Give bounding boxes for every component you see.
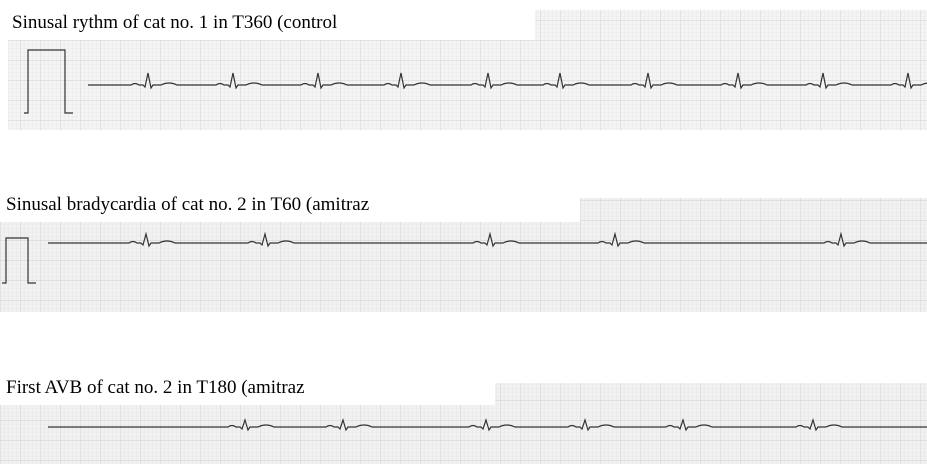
caption: Sinusal bradycardia of cat no. 2 in T60 … — [6, 194, 369, 215]
caption: First AVB of cat no. 2 in T180 (amitraz — [6, 377, 305, 398]
caption: Sinusal rythm of cat no. 1 in T360 (cont… — [12, 12, 337, 33]
figure: Sinusal rythm of cat no. 1 in T360 (cont… — [0, 0, 927, 464]
ecg-strip — [0, 198, 927, 312]
